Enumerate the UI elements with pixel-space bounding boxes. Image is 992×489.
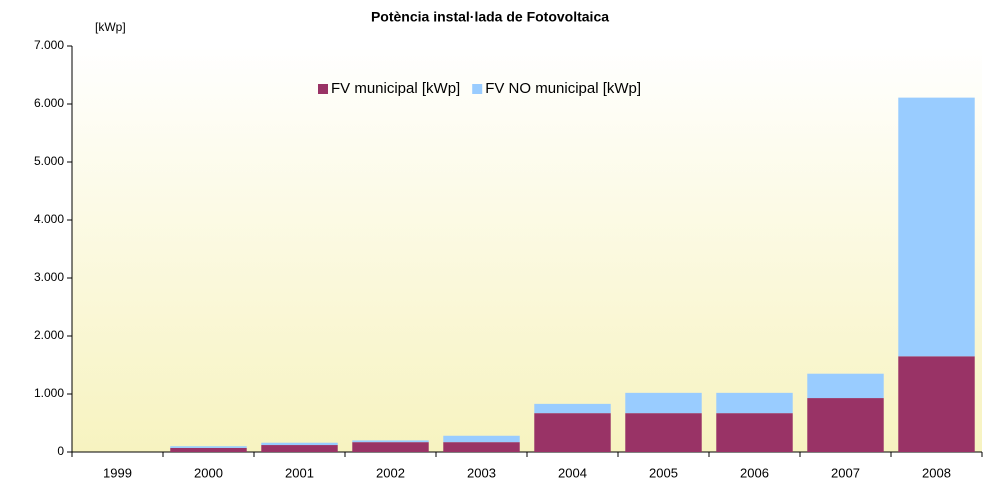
bar xyxy=(352,440,429,443)
bar xyxy=(898,356,975,452)
y-tick-label: 7.000 xyxy=(34,38,64,52)
bar xyxy=(261,442,338,446)
bar xyxy=(807,398,884,452)
bar xyxy=(261,445,338,452)
x-tick-label: 2006 xyxy=(740,465,769,480)
bar xyxy=(716,413,793,452)
bar xyxy=(807,373,884,399)
legend-swatch xyxy=(472,84,483,94)
x-tick-label: 2003 xyxy=(467,465,496,480)
bar xyxy=(625,392,702,414)
x-tick-label: 2000 xyxy=(194,465,223,480)
bar xyxy=(716,392,793,414)
x-tick-label: 2002 xyxy=(376,465,405,480)
y-tick-label: 4.000 xyxy=(34,212,64,226)
legend-label: FV NO municipal [kWp] xyxy=(485,80,641,97)
x-tick-label: 2008 xyxy=(922,465,951,480)
bar xyxy=(625,413,702,452)
y-tick-label: 1.000 xyxy=(34,386,64,400)
y-tick-label: 6.000 xyxy=(34,96,64,110)
x-tick-label: 2005 xyxy=(649,465,678,480)
bar xyxy=(534,403,611,414)
x-tick-label: 2004 xyxy=(558,465,587,480)
x-tick-label: 1999 xyxy=(103,465,132,480)
bar xyxy=(898,97,975,357)
x-tick-label: 2001 xyxy=(285,465,314,480)
y-tick-label: 2.000 xyxy=(34,328,64,342)
bar xyxy=(352,442,429,452)
chart-title: Potència instal·lada de Fotovoltaica xyxy=(371,9,609,25)
bar xyxy=(534,413,611,452)
bar xyxy=(443,435,520,443)
bar xyxy=(170,446,247,448)
y-axis-label: [kWp] xyxy=(95,20,126,34)
x-tick-label: 2007 xyxy=(831,465,860,480)
y-tick-label: 5.000 xyxy=(34,154,64,168)
y-tick-label: 3.000 xyxy=(34,270,64,284)
bar xyxy=(170,447,247,452)
legend-swatch xyxy=(318,84,328,94)
bar xyxy=(443,442,520,452)
legend-label: FV municipal [kWp] xyxy=(331,80,460,97)
y-tick-label: 0 xyxy=(57,444,64,458)
